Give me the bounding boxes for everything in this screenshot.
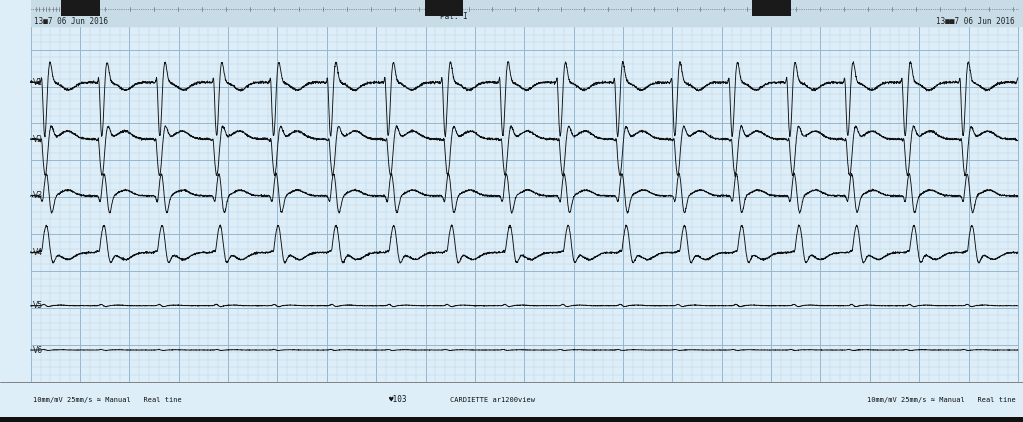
Text: V1: V1 [33, 78, 43, 87]
Text: V3: V3 [33, 191, 43, 200]
Text: ♥103: ♥103 [389, 395, 407, 404]
Bar [61, 0, 100, 16]
Text: V5: V5 [33, 301, 43, 310]
Bar [0, 417, 1023, 422]
Bar [425, 0, 463, 16]
Text: V2: V2 [33, 135, 43, 143]
Text: 10mm/mV 25mm/s ≈ Manual   Real tine: 10mm/mV 25mm/s ≈ Manual Real tine [33, 397, 181, 403]
Bar [0, 0, 31, 422]
Text: 10mm/mV 25mm/s ≈ Manual   Real tine: 10mm/mV 25mm/s ≈ Manual Real tine [868, 397, 1016, 403]
Text: V6: V6 [33, 346, 43, 354]
Bar [0, 382, 1023, 422]
Text: Pat. I: Pat. I [440, 12, 468, 22]
Text: V4: V4 [33, 248, 43, 257]
Text: 13■■7 06 Jun 2016: 13■■7 06 Jun 2016 [936, 16, 1015, 26]
Text: 13■7 06 Jun 2016: 13■7 06 Jun 2016 [34, 16, 107, 26]
Text: CARDIETTE ar1200view: CARDIETTE ar1200view [450, 397, 535, 403]
Bar [0, 0, 1023, 27]
Bar [752, 0, 791, 16]
